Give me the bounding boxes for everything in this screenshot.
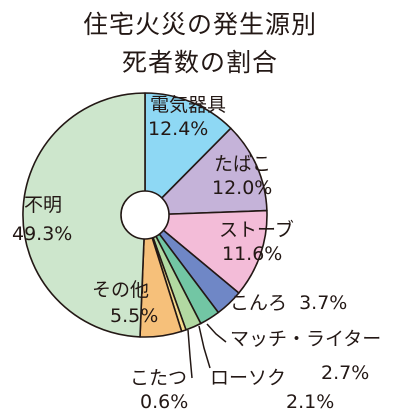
- slice-value-unknown: 49.3%: [12, 223, 72, 245]
- slice-label-candles: ローソク: [210, 367, 286, 389]
- pie-slices: [22, 92, 268, 338]
- leader-lines: [187, 323, 227, 379]
- slice-label-kotatsu: こたつ: [130, 367, 187, 389]
- leader-line-kotatsu: [187, 329, 193, 379]
- slice-label-matches: マッチ・ライター: [230, 328, 381, 350]
- pie-slice-2: [144, 209, 268, 294]
- slice-value-candles: 2.1%: [286, 391, 334, 413]
- label-electric: 電気器具 12.4%: [148, 94, 226, 140]
- label-stove-top: こんろ 3.7%: [230, 292, 347, 314]
- slice-value-tobacco: 12.0%: [212, 177, 272, 199]
- label-matches: マッチ・ライター 2.7%: [230, 328, 381, 384]
- pie-slice-1: [144, 127, 268, 216]
- slice-value-electric: 12.4%: [148, 118, 208, 140]
- label-unknown: 不明 49.3%: [12, 194, 72, 245]
- label-kotatsu: こたつ 0.6%: [130, 367, 188, 413]
- pie-slice-8: [22, 92, 146, 338]
- slice-label-other: その他: [92, 279, 149, 301]
- label-other: その他 5.5%: [92, 279, 158, 327]
- slice-value-matches: 2.7%: [321, 362, 369, 384]
- slice-label-electric: 電気器具: [150, 94, 226, 116]
- slice-label-stove-top: こんろ: [230, 292, 287, 314]
- slice-value-stove: 11.6%: [222, 243, 282, 265]
- svg-text:こんろ 3.7%: こんろ 3.7%: [230, 292, 347, 314]
- donut-hole: [120, 190, 170, 240]
- label-tobacco: たばこ 12.0%: [212, 153, 272, 199]
- slice-value-kotatsu: 0.6%: [140, 391, 188, 413]
- slice-label-unknown: 不明: [24, 194, 62, 216]
- slice-label-tobacco: たばこ: [214, 153, 271, 175]
- label-stove: ストーブ 11.6%: [219, 218, 294, 265]
- pie-slice-0: [144, 92, 232, 216]
- chart-title-line-2: 死者数の割合: [121, 48, 278, 77]
- slice-value-stove-top: 3.7%: [299, 292, 347, 314]
- label-candles: ローソク 2.1%: [210, 367, 334, 413]
- leader-line-candles: [198, 325, 211, 369]
- slice-label-stove: ストーブ: [219, 218, 294, 241]
- slice-value-other: 5.5%: [110, 305, 158, 327]
- leader-line-matches: [206, 323, 227, 343]
- chart-title-line-1: 住宅火災の発生源別: [82, 10, 317, 39]
